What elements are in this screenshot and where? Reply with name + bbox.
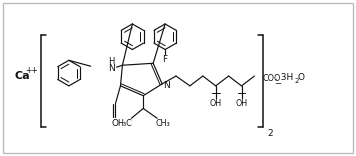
Text: F: F bbox=[163, 55, 168, 64]
Text: OH: OH bbox=[235, 99, 247, 108]
Text: N: N bbox=[163, 81, 169, 90]
Text: OH: OH bbox=[210, 99, 222, 108]
Text: H: H bbox=[108, 57, 115, 66]
Text: COO: COO bbox=[262, 74, 281, 83]
Text: Ca: Ca bbox=[14, 71, 30, 81]
Text: −: − bbox=[274, 79, 281, 88]
FancyBboxPatch shape bbox=[3, 3, 353, 153]
Text: H₃C: H₃C bbox=[117, 119, 132, 128]
Text: . 3H: . 3H bbox=[275, 73, 293, 83]
Text: N: N bbox=[108, 64, 115, 73]
Text: O: O bbox=[112, 119, 119, 128]
Text: 2: 2 bbox=[267, 129, 273, 138]
Text: CH₃: CH₃ bbox=[156, 119, 171, 128]
Text: ++: ++ bbox=[25, 66, 37, 75]
Text: 2: 2 bbox=[294, 78, 298, 84]
Text: O: O bbox=[297, 73, 304, 83]
